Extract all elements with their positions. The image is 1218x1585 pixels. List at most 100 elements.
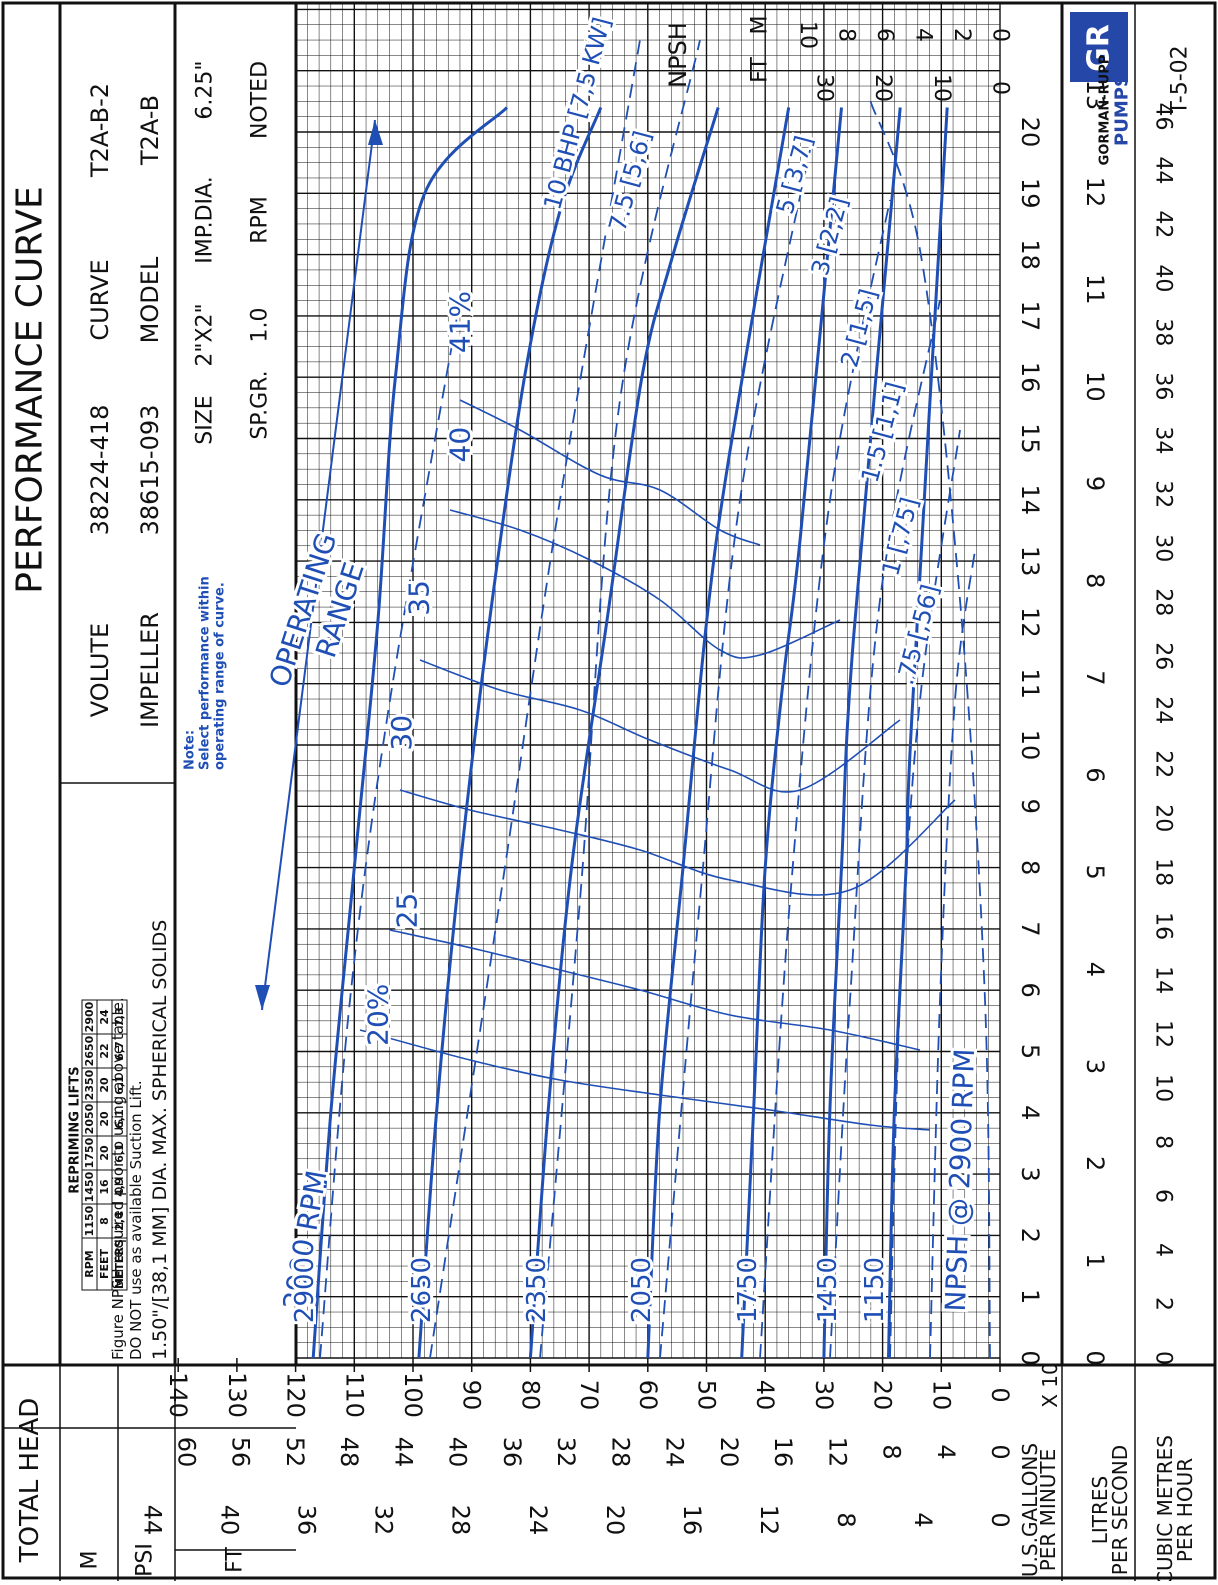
head-curve-1450 — [822, 107, 902, 1359]
head-curve-2350 — [528, 107, 720, 1359]
cmh-tick-label: 30 — [1151, 534, 1176, 562]
lps-tick-label: 1 — [1081, 1253, 1109, 1268]
lps-axis-label: LITRES — [1088, 1476, 1112, 1545]
m-tick-label: 32 — [370, 1505, 398, 1536]
repriming-value: 20 — [98, 1077, 111, 1093]
rpm-curve-label: 2900 — [290, 1257, 320, 1323]
gpm-tick-label: 4 — [1016, 1105, 1044, 1120]
note-line: operating range of curve. — [213, 582, 228, 770]
ft-tick-label: 120 — [282, 1372, 310, 1418]
cmh-axis-label: PER HOUR — [1173, 1458, 1197, 1562]
repriming-value: 6,1 — [113, 1075, 126, 1095]
efficiency-curve — [459, 399, 761, 546]
repriming-value: 6,1 — [113, 1109, 126, 1129]
bhp-line — [539, 39, 701, 1359]
repriming-value: 22 — [98, 1043, 111, 1058]
psi-tick-label: 32 — [552, 1437, 580, 1468]
note-title: Note: — [183, 730, 198, 770]
repriming-value: 2350 — [83, 1069, 96, 1100]
efficiency-curve — [399, 789, 956, 896]
size-label: SIZE — [193, 395, 218, 444]
cmh-tick-label: 12 — [1151, 1020, 1176, 1048]
head-curve-2650 — [417, 106, 603, 1359]
psi-tick-label: 24 — [661, 1437, 689, 1468]
spgr-value: 1.0 — [248, 308, 273, 343]
npsh-ft-tick-label: 0 — [988, 81, 1013, 95]
npsh-ft-tick-label: 30 — [811, 74, 836, 102]
bhp-line — [829, 299, 941, 1359]
repriming-value: 20 — [98, 1145, 111, 1161]
repriming-value: 2900 — [83, 1001, 96, 1032]
cmh-tick-label: 44 — [1151, 156, 1176, 184]
cmh-tick-label: 34 — [1151, 426, 1176, 454]
gpm-tick-label: 17 — [1016, 301, 1044, 332]
psi-tick-label: 4 — [932, 1444, 960, 1459]
repriming-value: 1450 — [83, 1171, 96, 1202]
ft-tick-label: 30 — [810, 1380, 838, 1411]
gpm-tick-label: 13 — [1016, 546, 1044, 577]
m-tick-label: 40 — [216, 1505, 244, 1536]
cmh-tick-label: 14 — [1151, 966, 1176, 994]
volute-value: 38224-418 — [86, 405, 114, 536]
rpm-label: RPM — [248, 196, 273, 244]
efficiency-label: 30 — [385, 715, 418, 751]
efficiency-label: 20% — [361, 984, 394, 1046]
lps-tick-label: 7 — [1081, 670, 1109, 685]
efficiency-label: 25 — [391, 893, 424, 929]
npsh-m-tick-label: 6 — [872, 28, 897, 42]
psi-tick-label: 16 — [769, 1437, 797, 1468]
gpm-tick-label: 8 — [1016, 860, 1044, 875]
ft-tick-label: 0 — [986, 1387, 1014, 1402]
m-tick-label: 16 — [678, 1505, 706, 1536]
npsh-m-tick-label: 2 — [949, 28, 974, 42]
lps-axis-label: PER SECOND — [1108, 1445, 1132, 1575]
m-tick-label: 12 — [755, 1505, 783, 1536]
gpm-axis-label: PER MINUTE — [1036, 1449, 1060, 1572]
efficiency-curve — [359, 1029, 931, 1131]
psi-tick-label: 28 — [606, 1437, 634, 1468]
rpm-curve-label: 2650 — [407, 1257, 437, 1323]
cmh-tick-label: 42 — [1151, 210, 1176, 238]
total-head-label: TOTAL HEAD — [15, 1398, 45, 1564]
npsh-ft-tick-label: 10 — [929, 74, 954, 102]
efficiency-curve — [419, 659, 901, 793]
psi-tick-label: 60 — [172, 1437, 200, 1468]
gpm-tick-label: 1 — [1016, 1289, 1044, 1304]
cmh-tick-label: 24 — [1151, 696, 1176, 724]
repriming-value: METERS — [113, 1239, 126, 1289]
solids-note: 1.50"/[38,1 MM] DIA. MAX. SPHERICAL SOLI… — [149, 920, 171, 1360]
cmh-tick-label: 26 — [1151, 642, 1176, 670]
model-label: MODEL — [136, 256, 164, 343]
lps-tick-label: 6 — [1081, 767, 1109, 782]
m-tick-label: 36 — [293, 1505, 321, 1536]
ft-tick-label: 40 — [751, 1380, 779, 1411]
ft-tick-label: 130 — [223, 1372, 251, 1418]
cmh-tick-label: 40 — [1151, 264, 1176, 292]
gpm-tick-label: 3 — [1016, 1166, 1044, 1181]
ft-tick-label: 70 — [575, 1380, 603, 1411]
psi-tick-label: 36 — [498, 1437, 526, 1468]
repriming-value: 24 — [98, 1009, 111, 1025]
npsh-ft-tick-label: 20 — [870, 74, 895, 102]
chart-title: PERFORMANCE CURVE — [10, 186, 51, 593]
head-curve-1150 — [887, 107, 949, 1359]
gpm-tick-label: 20 — [1016, 117, 1044, 148]
repriming-value: 1750 — [83, 1137, 96, 1168]
cmh-tick-label: 36 — [1151, 372, 1176, 400]
curve-label: CURVE — [86, 259, 114, 340]
cmh-tick-label: 10 — [1151, 1074, 1176, 1102]
m-tick-label: 20 — [601, 1505, 629, 1536]
lps-tick-label: 11 — [1081, 274, 1109, 305]
operating-range-line — [261, 119, 376, 1011]
model-value: T2A-B — [136, 95, 164, 166]
cmh-tick-label: 32 — [1151, 480, 1176, 508]
chart-curves — [255, 39, 991, 1359]
lps-tick-label: 3 — [1081, 1059, 1109, 1074]
npsh-m-tick-label: 4 — [910, 28, 935, 42]
gpm-tick-label: 7 — [1016, 921, 1044, 936]
bhp-line — [659, 149, 811, 1359]
cmh-tick-label: 22 — [1151, 750, 1176, 778]
psi-tick-label: 20 — [715, 1437, 743, 1468]
